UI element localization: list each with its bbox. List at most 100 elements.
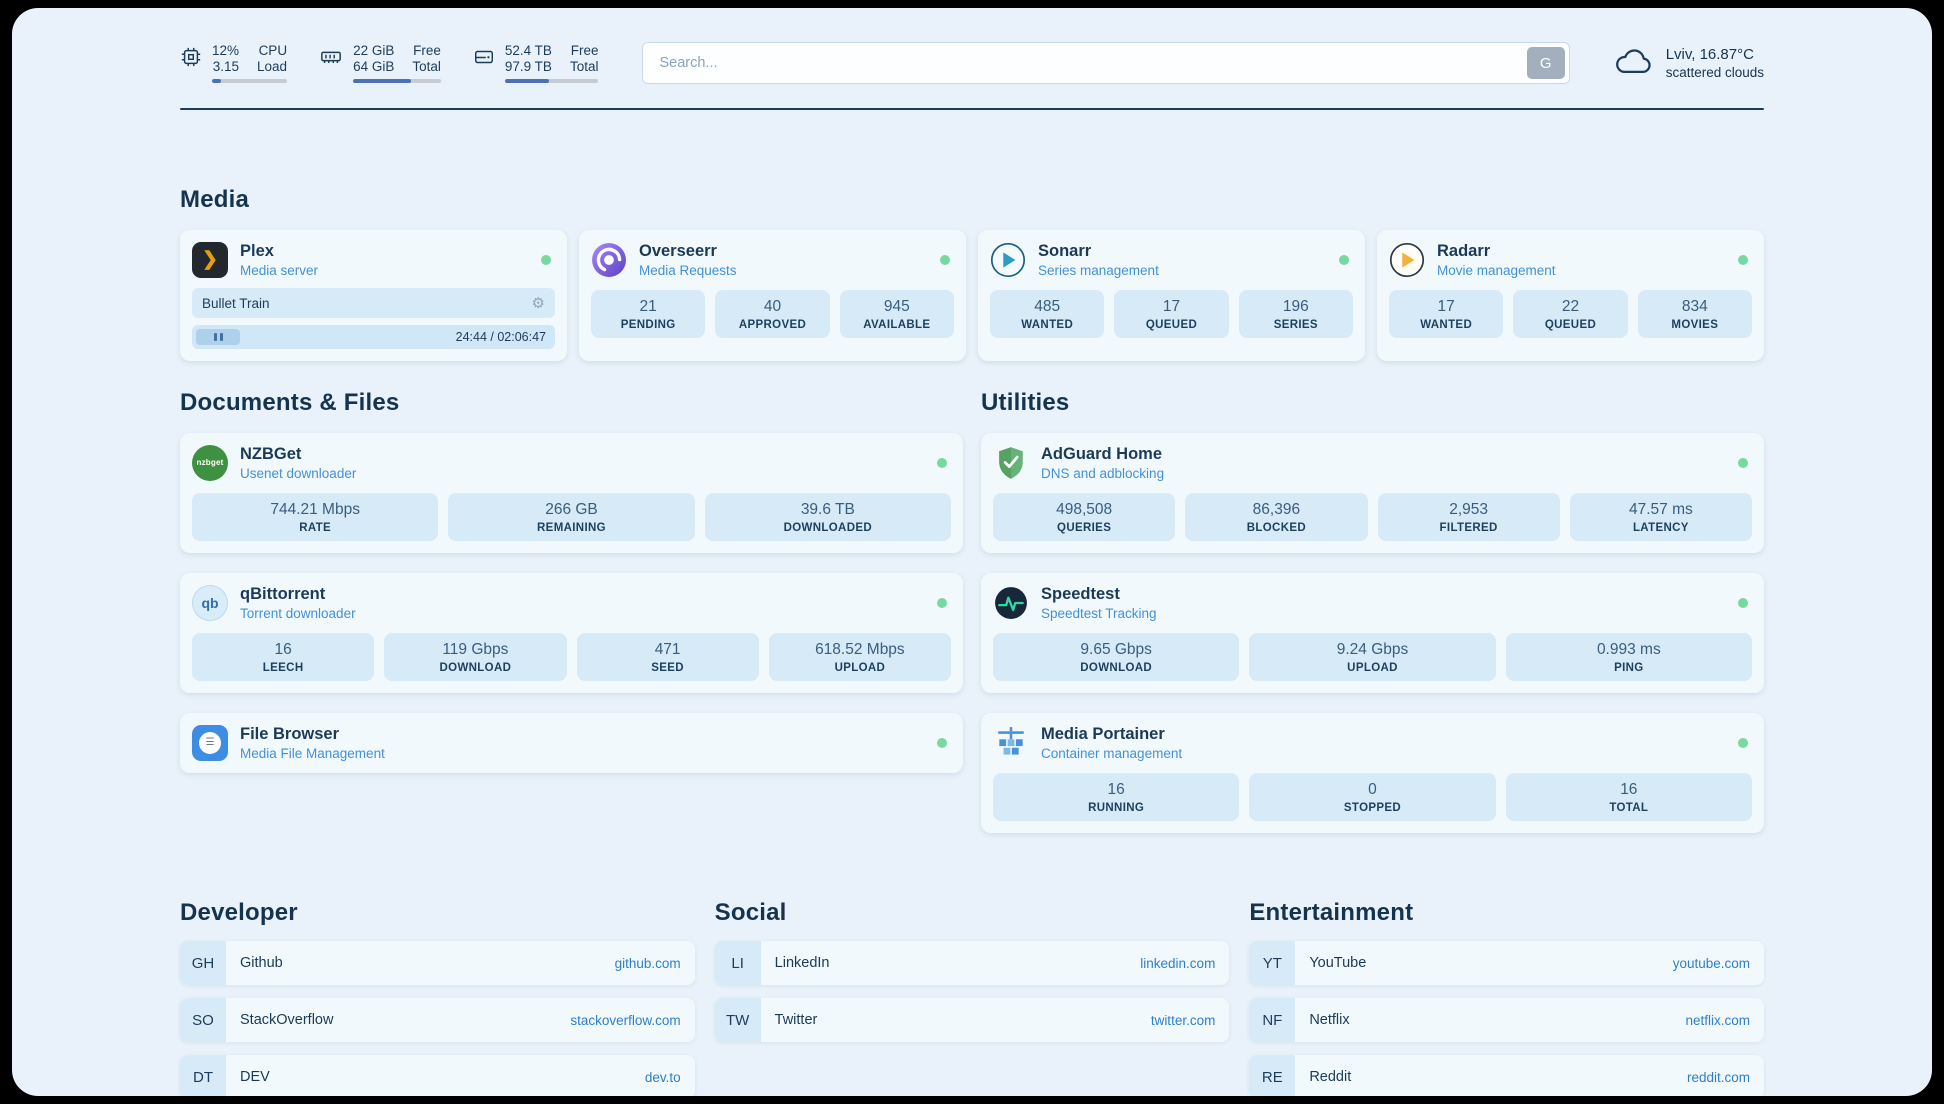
bookmark-list: GH Github github.com SO StackOverflow st… (180, 941, 695, 1096)
stat-label: LATENCY (1632, 522, 1689, 534)
service-card-qbittorrent[interactable]: qb qBittorrent Torrent downloader 16 LEE… (180, 573, 963, 693)
bookmark-name: YouTube (1309, 955, 1367, 971)
service-subtitle: Usenet downloader (240, 465, 357, 481)
stat-seed: 471 SEED (576, 633, 759, 681)
middle-columns: Documents & Files nzbget NZBGet Usenet d… (180, 389, 1764, 833)
cloud-icon (1614, 48, 1654, 78)
stat-value: 17 (1437, 298, 1455, 315)
service-titles: Media Portainer Container management (1041, 725, 1182, 761)
bookmark-name: Reddit (1309, 1069, 1352, 1085)
bookmark-link[interactable]: linkedin.com (1140, 955, 1216, 971)
memory-widget: 22 GiB Free 64 GiB Total (319, 43, 441, 83)
bookmark-abbr-icon: LI (714, 941, 761, 985)
stat-label: WANTED (1021, 319, 1074, 331)
now-playing-title: Bullet Train (202, 295, 270, 311)
service-card-nzbget[interactable]: nzbget NZBGet Usenet downloader 744.21 M… (180, 433, 963, 553)
bookmark-abbr-icon: TW (714, 998, 761, 1042)
stat-label: LEECH (262, 662, 304, 674)
filebrowser-icon: ☰ (192, 725, 228, 761)
overseerr-icon (591, 242, 627, 278)
bookmark-link[interactable]: twitter.com (1150, 1012, 1216, 1028)
service-card-speedtest[interactable]: Speedtest Speedtest Tracking 9.65 Gbps D… (981, 573, 1764, 693)
pause-button[interactable] (196, 329, 240, 345)
service-card-plex[interactable]: ❯ Plex Media server Bullet Train ⚙ 24:44… (180, 230, 567, 361)
nzbget-icon: nzbget (192, 445, 228, 481)
bookmark-name: Netflix (1309, 1012, 1350, 1028)
stat-value: 266 GB (545, 501, 598, 518)
service-title: qBittorrent (240, 585, 326, 604)
bookmark-link[interactable]: stackoverflow.com (570, 1012, 681, 1028)
stat-label: SERIES (1273, 319, 1318, 331)
bookmark-name: DEV (240, 1069, 270, 1085)
service-card-filebrowser[interactable]: ☰ File Browser Media File Management (180, 713, 963, 773)
bookmark-list: LI LinkedIn linkedin.com TW Twitter twit… (714, 941, 1230, 1042)
bookmark-abbr-icon: DT (180, 1055, 226, 1096)
service-card-radarr[interactable]: Radarr Movie management 17 WANTED 22 QUE… (1377, 230, 1764, 361)
system-widgets: 12% CPU 3.15 Load 22 GiB Free 64 GiB Total 52.… (180, 43, 599, 83)
stat-queued: 17 QUEUED (1114, 290, 1229, 338)
bookmark-dev[interactable]: DT DEV dev.to (180, 1055, 695, 1096)
search-input[interactable] (642, 42, 1570, 84)
status-dot (1738, 738, 1748, 748)
stat-upload: 618.52 Mbps UPLOAD (768, 633, 951, 681)
status-dot (937, 598, 947, 608)
sys-label: Free (570, 43, 599, 58)
stat-total: 16 TOTAL (1505, 773, 1752, 821)
status-dot (937, 458, 947, 468)
stat-label: PENDING (620, 319, 676, 331)
stat-queued: 22 QUEUED (1513, 290, 1628, 338)
bookmark-link[interactable]: reddit.com (1686, 1069, 1750, 1085)
bookmark-reddit[interactable]: RE Reddit reddit.com (1249, 1055, 1764, 1096)
service-card-header: Radarr Movie management (1389, 242, 1752, 278)
gear-icon[interactable]: ⚙ (531, 294, 545, 312)
status-dot (1339, 255, 1349, 265)
section-title-media: Media (180, 186, 250, 213)
service-card-header: ☰ File Browser Media File Management (192, 725, 951, 761)
adguard-icon (993, 445, 1029, 481)
bookmark-link[interactable]: netflix.com (1685, 1012, 1750, 1028)
bookmark-link[interactable]: github.com (614, 955, 681, 971)
service-subtitle: Media server (240, 262, 319, 278)
sonarr-icon (990, 242, 1026, 278)
stat-value: 618.52 Mbps (815, 641, 905, 658)
bookmark-link[interactable]: youtube.com (1672, 955, 1750, 971)
bookmark-netflix[interactable]: NF Netflix netflix.com (1249, 998, 1764, 1042)
stat-value: 39.6 TB (800, 501, 855, 518)
speedtest-icon (993, 585, 1029, 621)
sys-value: 64 GiB (353, 59, 395, 74)
stat-available: 945 AVAILABLE (839, 290, 954, 338)
stat-label: FILTERED (1439, 522, 1498, 534)
bookmark-youtube[interactable]: YT YouTube youtube.com (1249, 941, 1764, 985)
stat-label: MOVIES (1671, 319, 1719, 331)
bookmark-link[interactable]: dev.to (644, 1069, 681, 1085)
stats-row: 498,508 QUERIES 86,396 BLOCKED 2,953 FIL… (993, 493, 1752, 541)
bookmark-linkedin[interactable]: LI LinkedIn linkedin.com (714, 941, 1230, 985)
stat-label: QUERIES (1057, 522, 1112, 534)
stats-row: 485 WANTED 17 QUEUED 196 SERIES (990, 290, 1353, 338)
cpu-widget: 12% CPU 3.15 Load (180, 43, 288, 83)
bookmark-github[interactable]: GH Github github.com (180, 941, 695, 985)
service-card-sonarr[interactable]: Sonarr Series management 485 WANTED 17 Q… (978, 230, 1365, 361)
service-card-overseerr[interactable]: Overseerr Media Requests 21 PENDING 40 A… (579, 230, 966, 361)
stat-wanted: 485 WANTED (990, 290, 1105, 338)
stat-value: 0.993 ms (1596, 641, 1661, 658)
player-progress-bar[interactable]: 24:44 / 02:06:47 (192, 325, 555, 349)
plex-icon: ❯ (192, 242, 228, 278)
sys-label: Total (569, 59, 599, 74)
bookmark-group-entertainment: Entertainment YT YouTube youtube.com NF … (1249, 899, 1764, 1096)
stat-label: BLOCKED (1246, 522, 1307, 534)
stat-label: QUEUED (1544, 319, 1597, 331)
service-title: AdGuard Home (1041, 445, 1163, 464)
stat-movies: 834 MOVIES (1637, 290, 1752, 338)
disk-icon (473, 46, 495, 68)
search-engine-button[interactable]: G (1526, 47, 1565, 79)
stat-label: RUNNING (1088, 802, 1145, 814)
bookmark-stackoverflow[interactable]: SO StackOverflow stackoverflow.com (180, 998, 695, 1042)
service-card-portainer[interactable]: Media Portainer Container management 16 … (981, 713, 1764, 833)
stat-downloaded: 39.6 TB DOWNLOADED (704, 493, 951, 541)
service-card-adguard[interactable]: AdGuard Home DNS and adblocking 498,508 … (981, 433, 1764, 553)
status-dot (940, 255, 950, 265)
service-subtitle: Series management (1038, 262, 1159, 278)
bookmark-twitter[interactable]: TW Twitter twitter.com (714, 998, 1230, 1042)
stat-value: 196 (1282, 298, 1309, 315)
